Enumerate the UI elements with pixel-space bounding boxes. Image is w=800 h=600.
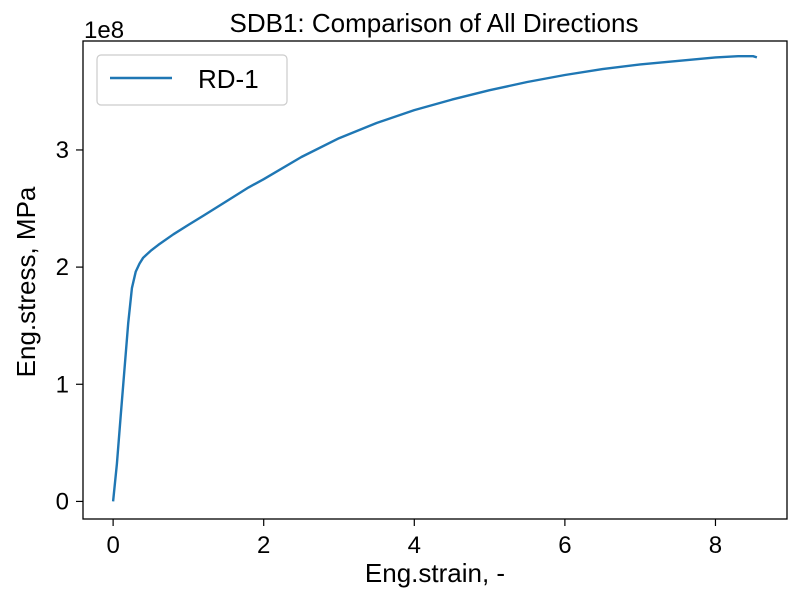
legend: RD-1: [96, 54, 288, 106]
x-tick-label: 4: [408, 532, 421, 559]
x-tick-label: 2: [257, 532, 270, 559]
x-tick-label: 0: [106, 532, 119, 559]
x-axis-label: Eng.strain, -: [365, 558, 505, 588]
y-tick-label: 3: [56, 137, 69, 164]
x-tick-label: 6: [558, 532, 571, 559]
legend-label-rd-1: RD-1: [198, 64, 259, 94]
axes-frame: [82, 40, 788, 520]
legend-box: [96, 54, 288, 106]
y-tick-label: 0: [56, 488, 69, 515]
series-line-rd-1: [111, 55, 758, 502]
y-offset-text: 1e8: [84, 17, 124, 44]
y-tick-label: 2: [56, 254, 69, 281]
chart-title: SDB1: Comparison of All Directions: [230, 8, 639, 38]
y-axis-label: Eng.stress, MPa: [11, 186, 41, 377]
plot-area: [111, 55, 758, 502]
ticks: 0 2 4 6 8 0 1 2 3: [56, 137, 723, 559]
y-tick-label: 1: [56, 371, 69, 398]
x-tick-label: 8: [709, 532, 722, 559]
